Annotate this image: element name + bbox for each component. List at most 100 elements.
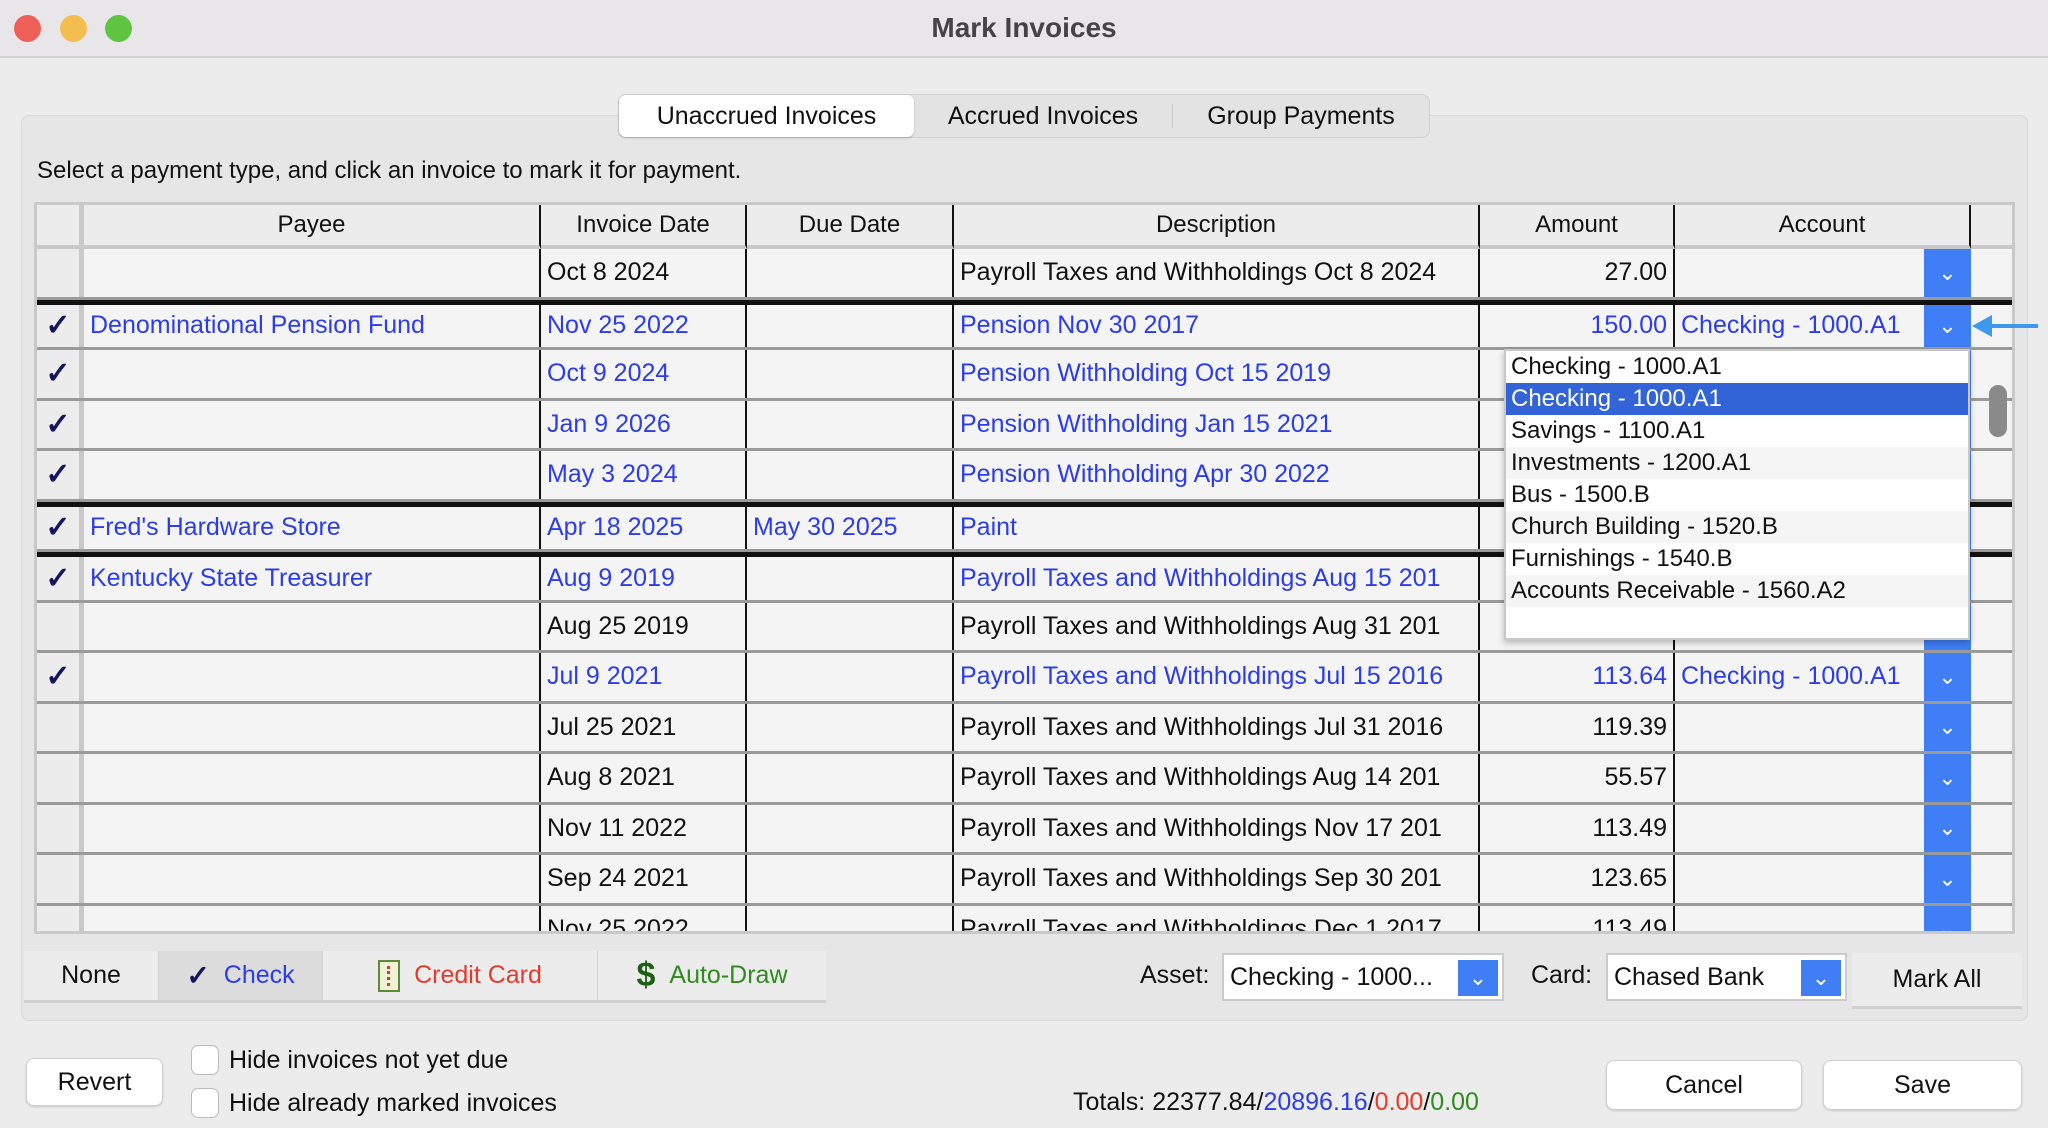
- hide-marked-checkbox[interactable]: [191, 1088, 219, 1118]
- totals-separator: /: [1423, 1088, 1431, 1116]
- mark-all-button[interactable]: Mark All: [1852, 953, 2022, 1009]
- account-dropdown-button[interactable]: ⌄: [1924, 703, 1971, 751]
- cell-invoice-date: Nov 25 2022: [541, 304, 747, 347]
- account-option[interactable]: Church Building - 1520.B: [1506, 511, 1968, 543]
- cell-account[interactable]: [1675, 249, 1924, 297]
- close-window-button[interactable]: [14, 15, 41, 42]
- cell-description: Payroll Taxes and Withholdings Aug 15 20…: [954, 557, 1480, 600]
- account-dropdown-menu[interactable]: Checking - 1000.A1 Checking - 1000.A1 Savi…: [1504, 349, 1970, 640]
- check-label: Check: [223, 961, 295, 989]
- account-dropdown-button[interactable]: ⌄: [1924, 304, 1971, 347]
- header-payee[interactable]: Payee: [84, 205, 541, 249]
- checkmark-icon: ✓: [45, 561, 71, 595]
- checkmark-icon: ✓: [45, 511, 71, 545]
- cell-account[interactable]: Checking - 1000.A1: [1681, 662, 1901, 691]
- title-bar: Mark Invoices: [0, 0, 2048, 58]
- mark-checkbox[interactable]: [37, 703, 84, 751]
- table-row[interactable]: Nov 11 2022 Payroll Taxes and Withholding…: [37, 804, 2012, 855]
- cell-account[interactable]: [1675, 906, 1924, 932]
- mark-checkbox[interactable]: [37, 754, 84, 802]
- account-option[interactable]: Checking - 1000.A1: [1511, 353, 1722, 380]
- asset-value: Checking - 1000...: [1230, 962, 1433, 991]
- mark-checkbox[interactable]: ✓: [37, 304, 84, 347]
- mark-checkbox[interactable]: [37, 249, 84, 297]
- mark-checkbox[interactable]: ✓: [37, 400, 84, 448]
- table-row[interactable]: Nov 25 2022 Payroll Taxes and Withholding…: [37, 905, 2012, 932]
- mark-checkbox[interactable]: ✓: [37, 350, 84, 398]
- account-option[interactable]: Checking - 1000.A1: [1506, 383, 1968, 415]
- cell-account[interactable]: [1675, 855, 1924, 903]
- table-row[interactable]: ✓ Denominational Pension Fund Nov 25 2022 P…: [37, 299, 2012, 350]
- payment-type-check-button[interactable]: ✓ Check: [159, 951, 323, 1000]
- hide-not-due-checkbox[interactable]: [191, 1045, 219, 1075]
- minimize-window-button[interactable]: [60, 15, 87, 42]
- cell-invoice-date: Aug 9 2019: [541, 557, 747, 600]
- header-amount[interactable]: Amount: [1480, 205, 1675, 249]
- cell-account[interactable]: [1675, 704, 1924, 752]
- table-row[interactable]: Jul 25 2021 Payroll Taxes and Withholding…: [37, 703, 2012, 754]
- header-invoice-date[interactable]: Invoice Date: [541, 205, 747, 249]
- table-row[interactable]: ✓ Jul 9 2021 Payroll Taxes and Withholding…: [37, 653, 2012, 704]
- mark-checkbox[interactable]: [37, 855, 84, 903]
- header-description[interactable]: Description: [954, 205, 1480, 249]
- asset-label: Asset:: [1140, 961, 1210, 989]
- tab-unaccrued-invoices[interactable]: Unaccrued Invoices: [619, 95, 914, 137]
- table-row[interactable]: Oct 8 2024 Payroll Taxes and Withholdings…: [37, 249, 2012, 300]
- account-dropdown-button[interactable]: ⌄: [1924, 804, 1971, 852]
- cancel-button[interactable]: Cancel: [1606, 1060, 1802, 1110]
- cell-description: Payroll Taxes and Withholdings Dec 1 201…: [954, 905, 1480, 931]
- revert-button[interactable]: Revert: [26, 1058, 163, 1106]
- header-due-date[interactable]: Due Date: [747, 205, 954, 249]
- cell-amount: 113.49: [1480, 804, 1675, 852]
- payment-type-none-button[interactable]: None: [24, 951, 159, 1000]
- payment-type-bar: None ✓ Check Credit Card $ Auto-Draw: [24, 951, 826, 1003]
- account-option[interactable]: Investments - 1200.A1: [1506, 447, 1968, 479]
- table-row[interactable]: ✓ May 3 2024 Pension Withholding Apr 30 20…: [37, 451, 2012, 502]
- cell-due-date: [747, 905, 954, 931]
- mark-checkbox[interactable]: [37, 804, 84, 852]
- arrow-pointer-icon: [1972, 315, 2038, 337]
- tab-group-payments[interactable]: Group Payments: [1207, 101, 1395, 130]
- hide-not-due-label[interactable]: Hide invoices not yet due: [229, 1046, 509, 1074]
- table-row[interactable]: Sep 24 2021 Payroll Taxes and Withholding…: [37, 855, 2012, 906]
- table-row[interactable]: Aug 25 2019 Payroll Taxes and Withholding…: [37, 602, 2012, 653]
- save-button[interactable]: Save: [1823, 1060, 2022, 1110]
- account-dropdown-button[interactable]: ⌄: [1924, 754, 1971, 802]
- account-dropdown-button[interactable]: ⌄: [1924, 855, 1971, 903]
- mark-checkbox[interactable]: ✓: [37, 653, 84, 701]
- totals-auto-draw: 0.00: [1430, 1088, 1479, 1116]
- account-dropdown-button[interactable]: ⌄: [1924, 249, 1971, 297]
- tab-bar: Unaccrued Invoices Accrued Invoices Grou…: [618, 94, 1430, 138]
- mark-checkbox[interactable]: ✓: [37, 451, 84, 499]
- cell-payee: [84, 653, 541, 701]
- table-scrollbar-thumb[interactable]: [1989, 385, 2007, 437]
- payment-type-auto-draw-button[interactable]: $ Auto-Draw: [598, 951, 826, 1000]
- account-option[interactable]: Bus - 1500.B: [1511, 481, 1650, 508]
- row-spacer: [1971, 754, 2012, 802]
- zoom-window-button[interactable]: [105, 15, 132, 42]
- card-select[interactable]: Chased Bank ⌄: [1606, 953, 1847, 1001]
- cell-due-date: [747, 304, 954, 347]
- cell-account[interactable]: [1675, 754, 1924, 802]
- asset-select[interactable]: Checking - 1000... ⌄: [1222, 953, 1504, 1001]
- table-row[interactable]: ✓ Fred's Hardware Store Apr 18 2025 May 30 …: [37, 501, 2012, 552]
- payment-type-credit-card-button[interactable]: Credit Card: [323, 951, 598, 1000]
- cell-account[interactable]: [1675, 805, 1924, 853]
- mark-checkbox[interactable]: ✓: [37, 506, 84, 549]
- cell-description: Pension Nov 30 2017: [954, 304, 1480, 347]
- header-account[interactable]: Account: [1675, 205, 1971, 249]
- mark-checkbox[interactable]: [37, 905, 84, 931]
- tab-accrued-invoices[interactable]: Accrued Invoices: [947, 101, 1139, 130]
- account-dropdown-button[interactable]: ⌄: [1924, 653, 1971, 701]
- table-row[interactable]: Aug 8 2021 Payroll Taxes and Withholdings…: [37, 754, 2012, 805]
- cell-account[interactable]: Checking - 1000.A1: [1681, 311, 1901, 340]
- account-dropdown-button[interactable]: ⌄: [1924, 905, 1971, 931]
- cell-payee: [84, 703, 541, 751]
- mark-checkbox[interactable]: [37, 602, 84, 650]
- account-option[interactable]: Furnishings - 1540.B: [1511, 545, 1733, 572]
- totals-label: Totals:: [1073, 1088, 1153, 1116]
- account-option[interactable]: Accounts Receivable - 1560.A2: [1506, 575, 1968, 607]
- mark-checkbox[interactable]: ✓: [37, 557, 84, 600]
- hide-marked-label[interactable]: Hide already marked invoices: [229, 1089, 557, 1117]
- account-option[interactable]: Savings - 1100.A1: [1511, 417, 1706, 444]
